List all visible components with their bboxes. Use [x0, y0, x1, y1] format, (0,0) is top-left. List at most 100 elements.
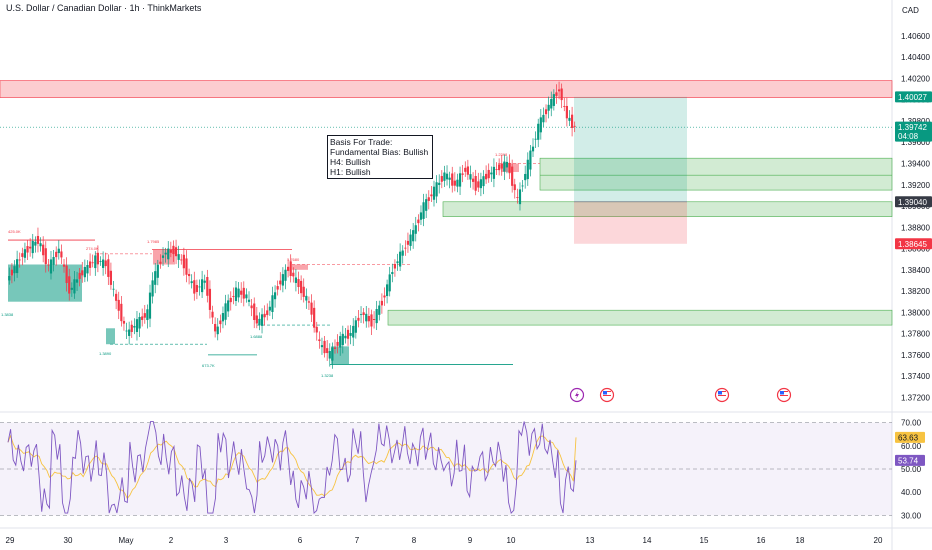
candle-body: [245, 294, 248, 299]
time-tick-label: 10: [507, 536, 516, 545]
candle-body: [187, 273, 191, 277]
candle-body: [409, 234, 412, 246]
candle-body: [174, 247, 178, 257]
candle-body: [151, 280, 154, 297]
rsi-tag-label: 53.74: [898, 456, 919, 465]
candle-body: [518, 189, 522, 205]
candle-body: [148, 292, 152, 319]
candle-body: [495, 169, 498, 170]
candle-body: [412, 230, 415, 242]
candle-body: [380, 300, 383, 306]
small-annotation-label: 274.0K: [86, 246, 99, 251]
candle-body: [240, 290, 243, 295]
candle-body: [88, 261, 92, 268]
candle-body: [386, 284, 389, 297]
candle-body: [328, 351, 331, 359]
price-tick-label: 1.37200: [901, 393, 930, 402]
price-tag-box: [895, 238, 932, 250]
candle-body: [198, 286, 201, 288]
time-tick-label: 13: [586, 536, 595, 545]
candle-body: [133, 326, 136, 328]
small-annotation-label: 1.3238: [321, 373, 334, 378]
time-tick-label: 29: [6, 536, 15, 545]
candle-body: [276, 286, 279, 290]
candle-body: [451, 173, 454, 186]
candle-body: [529, 150, 532, 170]
candle-body: [49, 259, 53, 274]
candle-body: [247, 299, 251, 302]
candle-body: [336, 341, 339, 346]
candle-body: [552, 94, 555, 106]
candle-body: [214, 323, 217, 332]
candle-body: [115, 293, 118, 301]
candle-body: [26, 246, 29, 253]
demand-block: [8, 264, 82, 302]
demand-block: [106, 328, 115, 345]
candle-body: [417, 219, 420, 224]
candle-body: [508, 162, 511, 174]
small-annotation-label: 673.7K: [202, 363, 215, 368]
candle-body: [456, 179, 459, 187]
candle-body: [323, 340, 326, 354]
rsi-tag: 53.74: [895, 454, 925, 466]
candle-body: [23, 249, 27, 258]
candle-body: [107, 259, 110, 277]
candle-body: [57, 248, 60, 254]
candle-body: [221, 313, 225, 322]
candle-body: [511, 166, 514, 186]
candle-body: [169, 250, 172, 253]
flag-canton: [603, 391, 607, 395]
time-tick-label: 3: [224, 536, 229, 545]
candle-body: [83, 266, 86, 278]
candle-body: [206, 276, 209, 296]
candle-body: [375, 309, 378, 324]
candle-body: [401, 250, 404, 256]
candle-body: [122, 320, 126, 324]
countdown-label: 04:08: [898, 132, 919, 141]
time-tick-label: 14: [643, 536, 652, 545]
rsi-tag-label: 63.63: [898, 433, 919, 442]
candle-body: [438, 182, 441, 185]
candle-body: [425, 199, 428, 211]
trade-note-box[interactable]: Basis For Trade: Fundamental Bias: Bulli…: [327, 135, 433, 179]
candle-body: [534, 138, 537, 140]
price-tick-label: 1.38800: [901, 223, 930, 232]
candle-body: [479, 179, 482, 189]
profit-zone: [574, 96, 687, 202]
candle-body: [419, 212, 423, 220]
candle-body: [568, 117, 571, 121]
candle-body: [227, 300, 230, 312]
candle-body: [513, 184, 516, 191]
candle-body: [391, 272, 394, 275]
candle-body: [531, 146, 535, 152]
rsi-tag-box: [895, 431, 925, 443]
candle-body: [435, 182, 438, 197]
candle-body: [167, 248, 170, 260]
candle-body: [305, 295, 308, 301]
candle-body: [250, 305, 253, 309]
candle-body: [537, 123, 540, 140]
candle-body: [281, 274, 284, 286]
candle-body: [36, 235, 40, 244]
candle-body: [42, 244, 45, 256]
price-tag-box: [895, 91, 932, 103]
candle-body: [300, 280, 303, 294]
candle-body: [440, 176, 443, 182]
candle-body: [326, 348, 329, 354]
candle-body: [524, 173, 527, 181]
candle-body: [154, 271, 157, 285]
candle-body: [117, 299, 120, 311]
candle-body: [302, 286, 305, 297]
candle-body: [430, 194, 433, 197]
candle-body: [487, 169, 490, 179]
candle-body: [544, 109, 548, 115]
small-annotation-label: 1.6888: [250, 334, 263, 339]
candle-body: [466, 166, 469, 175]
candle-body: [52, 256, 55, 265]
rsi-tag: 63.63: [895, 431, 925, 443]
candle-body: [453, 180, 456, 186]
candle-body: [443, 172, 446, 181]
price-tick-label: 1.37400: [901, 372, 930, 381]
candle-body: [16, 259, 19, 274]
